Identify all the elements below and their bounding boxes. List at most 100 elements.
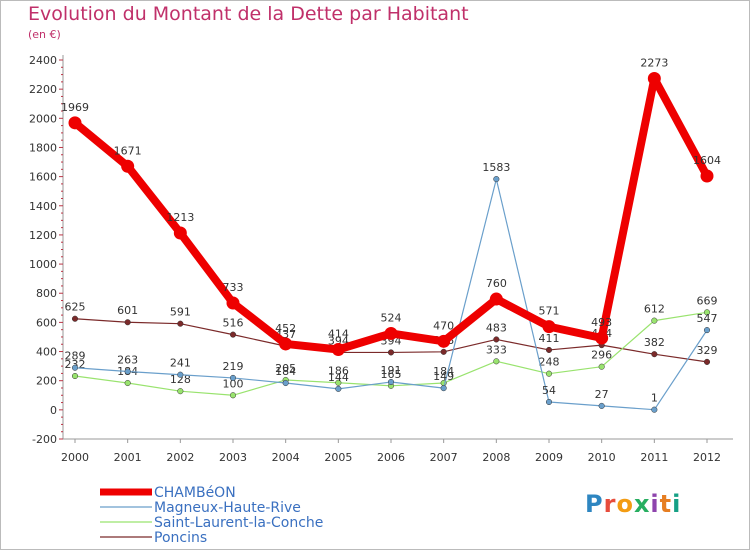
data-point: [703, 327, 711, 334]
data-label: 186: [328, 365, 349, 378]
data-label: 263: [117, 354, 138, 367]
x-tick-label: 2002: [166, 451, 194, 464]
data-label: 184: [275, 365, 296, 378]
data-label: 493: [591, 316, 612, 329]
y-tick-label: 200: [36, 375, 57, 388]
y-tick-label: 1600: [29, 171, 57, 184]
data-label: 571: [539, 305, 560, 318]
data-point: [177, 371, 184, 378]
data-point: [229, 374, 237, 381]
data-label: 452: [275, 322, 296, 335]
proxiti-logo: Proxiti: [585, 490, 681, 518]
legend-label: Saint-Laurent-la-Conche: [154, 515, 323, 531]
data-label: 382: [644, 336, 665, 349]
logo-letter: i: [650, 490, 660, 518]
x-tick-label: 2006: [377, 451, 405, 464]
data-label: 27: [595, 388, 609, 401]
data-label: 524: [381, 311, 402, 324]
data-point: [651, 351, 658, 358]
data-point: [71, 364, 79, 371]
series-magneux-haute-rive: 289 263 241 219 184 144 191 149 1583 54 27 1 547: [65, 161, 718, 413]
data-label: 483: [486, 321, 507, 334]
data-point: [177, 320, 184, 327]
data-label: 760: [486, 277, 507, 290]
data-label: 100: [223, 377, 244, 390]
data-point: [384, 326, 398, 340]
chart-title: Evolution du Montant de la Dette par Hab…: [28, 3, 469, 25]
data-point: [440, 348, 447, 355]
data-label: 128: [170, 373, 191, 386]
data-point: [595, 331, 609, 345]
data-point: [440, 385, 447, 392]
data-label: 2273: [640, 57, 668, 70]
data-point: [437, 334, 451, 348]
series-chamb-on: 1969 1671 1213 733 452 414 524 470 760 571 493 2273…: [61, 57, 721, 356]
y-tick-label: 800: [36, 287, 57, 300]
x-tick-label: 2008: [482, 451, 510, 464]
logo-letter: P: [585, 490, 604, 518]
data-point: [124, 319, 131, 326]
data-point: [387, 378, 395, 386]
data-point: [493, 176, 500, 183]
data-label: 149: [433, 370, 454, 383]
x-tick-label: 2000: [61, 451, 89, 464]
data-label: 205: [275, 362, 296, 375]
data-label: 248: [539, 356, 560, 369]
data-label: 411: [539, 332, 560, 345]
y-tick-label: 1800: [29, 141, 57, 154]
data-point: [124, 368, 131, 375]
data-point: [545, 370, 553, 377]
data-point: [489, 292, 503, 306]
data-label: 144: [328, 371, 349, 384]
y-tick-label: 400: [36, 346, 57, 359]
y-tick-label: 1000: [29, 258, 57, 271]
data-point: [545, 398, 553, 406]
data-point: [387, 349, 395, 356]
legend: CHAMBéONMagneux-Haute-RiveSaint-Laurent-…: [100, 485, 323, 546]
data-label: 1604: [693, 154, 721, 167]
data-point: [545, 346, 553, 353]
data-point: [229, 392, 237, 399]
data-point: [651, 317, 658, 324]
x-tick-label: 2003: [219, 451, 247, 464]
x-tick-label: 2010: [588, 451, 616, 464]
data-point: [121, 159, 135, 173]
data-point: [177, 388, 184, 395]
x-tick-label: 2004: [272, 451, 300, 464]
data-point: [279, 337, 293, 351]
series-saint-laurent-la-conche: 232184128100205186165184333248296612669: [65, 294, 718, 399]
data-label: 191: [381, 364, 402, 377]
data-label: 516: [223, 317, 244, 330]
data-label: 289: [65, 350, 86, 363]
data-label: 470: [433, 319, 454, 332]
logo-letter: t: [659, 490, 673, 518]
data-label: 1671: [114, 144, 142, 157]
data-label: 625: [65, 301, 86, 314]
data-point: [226, 296, 240, 310]
data-label: 601: [117, 304, 138, 317]
logo-letter: r: [603, 490, 617, 518]
data-point: [700, 169, 714, 183]
data-label: 1583: [482, 161, 510, 174]
data-label: 1969: [61, 101, 89, 114]
x-tick-label: 2005: [324, 451, 352, 464]
legend-label: Poncins: [154, 530, 207, 546]
series-layer: 6256015915164373943943984834114443823292…: [61, 57, 721, 413]
x-tick-label: 2009: [535, 451, 563, 464]
y-tick-label: 2200: [29, 83, 57, 96]
data-point: [651, 406, 658, 413]
y-tick-label: 1400: [29, 200, 57, 213]
data-point: [335, 385, 342, 392]
x-tick-label: 2011: [640, 451, 668, 464]
data-label: 165: [381, 368, 402, 381]
x-tick-label: 2007: [430, 451, 458, 464]
data-point: [703, 358, 711, 365]
data-point: [173, 226, 187, 240]
y-tick-label: 2000: [29, 112, 57, 125]
data-point: [703, 309, 711, 316]
data-label: 612: [644, 303, 665, 316]
data-point: [493, 336, 500, 343]
chart-unit: (en €): [28, 28, 61, 41]
logo-letter: x: [633, 490, 651, 518]
